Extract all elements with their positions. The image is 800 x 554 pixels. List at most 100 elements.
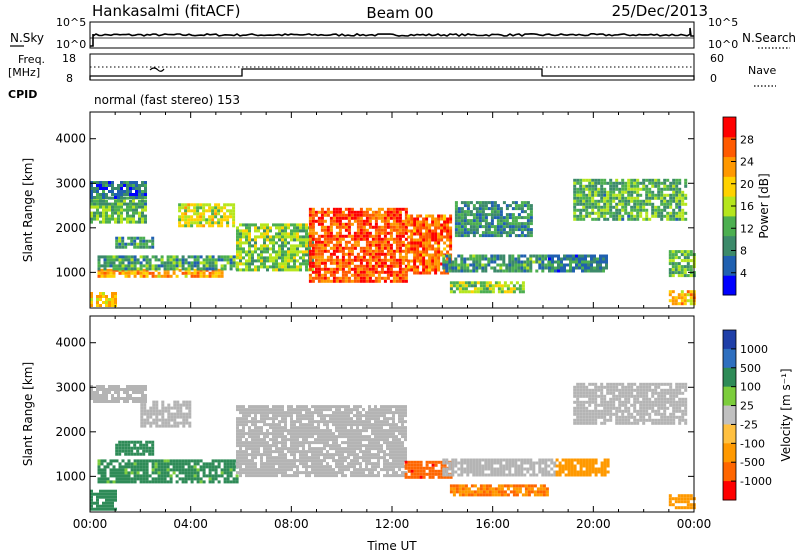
velocity-cell-5 xyxy=(371,465,374,469)
power-cell-10 xyxy=(535,254,539,258)
velocity-cell-1 xyxy=(118,462,122,466)
power-cell-7 xyxy=(263,244,266,248)
velocity-cell-2 xyxy=(136,452,140,456)
velocity-cell-5 xyxy=(248,462,251,466)
power-cell-14 xyxy=(630,196,634,200)
power-cell-14 xyxy=(576,181,580,185)
velocity-cell-4 xyxy=(164,421,168,425)
velocity-cell-5 xyxy=(401,411,404,415)
velocity-cell-1 xyxy=(178,462,182,466)
power-cell-8 xyxy=(386,210,390,214)
power-cell-12 xyxy=(511,225,515,229)
power-cell-9 xyxy=(410,235,414,239)
velocity-cell-2 xyxy=(145,449,149,453)
velocity-cell-1 xyxy=(157,480,161,484)
power-cell-13 xyxy=(599,266,602,270)
power-cell-8 xyxy=(395,207,399,211)
power-cell-9 xyxy=(422,238,426,242)
power-cell-7 xyxy=(245,226,248,230)
power-cell-7 xyxy=(269,238,272,242)
velocity-cell-5 xyxy=(281,447,284,451)
velocity-cell-0 xyxy=(105,489,108,493)
velocity-cell-5 xyxy=(317,474,320,478)
power-cell-7 xyxy=(263,238,266,242)
velocity-cell-4 xyxy=(173,415,177,419)
power-cell-14 xyxy=(612,217,616,221)
power-cell-12 xyxy=(490,216,494,220)
power-cell-11 xyxy=(476,281,480,285)
power-cell-3 xyxy=(127,242,131,246)
power-cell-12 xyxy=(496,225,500,229)
power-cell-8 xyxy=(347,249,351,253)
power-cell-6 xyxy=(205,203,209,207)
power-cell-13 xyxy=(572,257,575,261)
velocity-cell-0 xyxy=(90,504,93,508)
power-cell-8 xyxy=(383,213,387,217)
velocity-cell-5 xyxy=(377,450,380,454)
power-cell-7 xyxy=(263,259,266,263)
power-cell-14 xyxy=(579,196,583,200)
velocity-cell-5 xyxy=(299,432,302,436)
velocity-cell-5 xyxy=(395,441,398,445)
velocity-cell-5 xyxy=(380,408,383,412)
power-cell-12 xyxy=(520,204,524,208)
velocity-cell-0 xyxy=(96,507,99,511)
velocity-cell-4 xyxy=(170,418,174,422)
power-cell-11 xyxy=(452,281,456,285)
velocity-cell-1 xyxy=(229,465,233,469)
power-cell-10 xyxy=(508,266,512,270)
power-cell-2 xyxy=(184,258,188,262)
velocity-cell-1 xyxy=(142,480,146,484)
velocity-cell-3 xyxy=(111,394,114,397)
velocity-cell-5 xyxy=(296,408,299,412)
power-cell-11 xyxy=(518,284,522,288)
power-cell-13 xyxy=(593,266,596,270)
power-cell-9 xyxy=(431,217,435,221)
power-cell-4 xyxy=(96,211,99,215)
power-cell-14 xyxy=(597,202,601,206)
power-cell-12 xyxy=(478,207,482,211)
velocity-cell-5 xyxy=(359,474,362,478)
power-cell-14 xyxy=(654,184,658,188)
velocity-cell-5 xyxy=(383,417,386,421)
power-cell-8 xyxy=(374,246,378,250)
power-cell-14 xyxy=(657,193,661,197)
velocity-cell-5 xyxy=(266,462,269,466)
velocity-cell-2 xyxy=(151,443,155,447)
power-cell-8 xyxy=(395,234,399,238)
velocity-cell-5 xyxy=(359,423,362,427)
power-cell-13 xyxy=(596,257,599,261)
power-cell-7 xyxy=(251,262,254,266)
power-cell-9 xyxy=(431,223,435,227)
velocity-cell-4 xyxy=(143,406,147,410)
noise-right-label: N.Search xyxy=(742,31,796,45)
velocity-cell-5 xyxy=(242,453,245,457)
velocity-cell-5 xyxy=(374,438,377,442)
power-cell-14 xyxy=(615,211,619,215)
velocity-cell-1 xyxy=(184,468,188,472)
power-cell-14 xyxy=(573,178,577,182)
velocity-cell-3 xyxy=(114,391,117,394)
power-cell-14 xyxy=(621,205,625,209)
velocity-cell-5 xyxy=(347,438,350,442)
power-cell-12 xyxy=(514,219,518,223)
power-cell-8 xyxy=(362,237,366,241)
power-cell-7 xyxy=(299,223,302,227)
power-cell-10 xyxy=(514,263,518,267)
power-cell-12 xyxy=(514,228,518,232)
power-cell-7 xyxy=(281,238,284,242)
power-cell-13 xyxy=(554,254,557,258)
power-cell-8 xyxy=(383,219,387,223)
velocity-cell-5 xyxy=(383,441,386,445)
power-cell-8 xyxy=(374,261,378,265)
velocity-cell-5 xyxy=(284,474,287,478)
power-cell-8 xyxy=(335,246,339,250)
power-cell-7 xyxy=(299,226,302,230)
power-cell-2 xyxy=(175,258,179,262)
power-cell-5 xyxy=(120,193,123,196)
power-cell-14 xyxy=(606,211,610,215)
power-cell-6 xyxy=(187,215,191,219)
velocity-cell-0 xyxy=(90,507,93,511)
power-cell-10 xyxy=(448,257,452,261)
velocity-cell-1 xyxy=(118,480,122,484)
